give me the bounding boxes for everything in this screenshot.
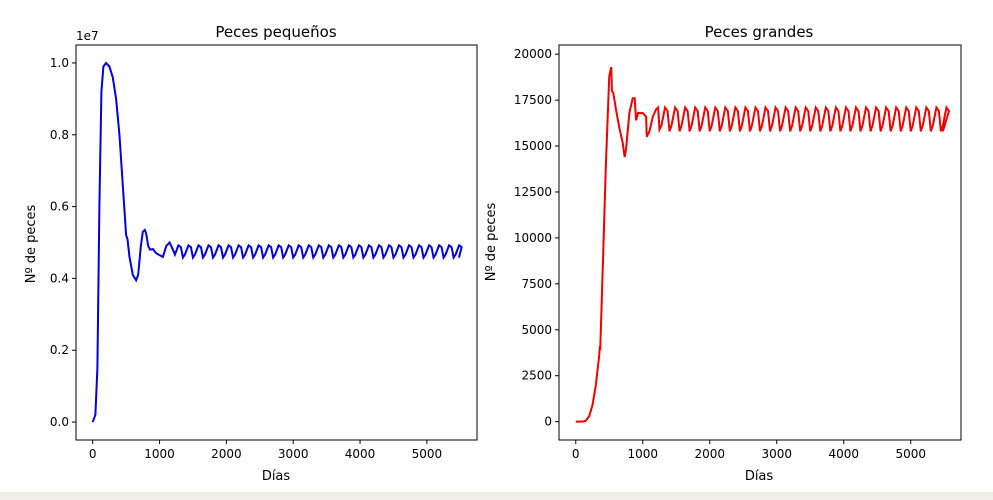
y-tick-label: 0.8: [50, 128, 69, 142]
chart-peces-grandes: Peces grandes Días Nº de peces 0 1000 2000…: [484, 23, 962, 484]
y-tick-label: 0.6: [50, 200, 69, 214]
chart-peces-pequenos: Peces pequeños 1e7 Días Nº de peces 0 100…: [24, 23, 478, 484]
x-tick-label: 4000: [345, 447, 376, 461]
y-axis-label: Nº de peces: [24, 205, 39, 284]
y-tick-label: 12500: [514, 185, 552, 199]
x-tick-label: 1000: [144, 447, 175, 461]
y-axis-label: Nº de peces: [484, 203, 499, 282]
y-tick-label: 0.4: [50, 271, 69, 285]
tick-group: 0 1000 2000 3000 4000 5000 0 2500 5000 7500 10000 1…: [514, 47, 926, 461]
y-tick-label: 0.0: [50, 415, 69, 429]
y-offset-text: 1e7: [76, 29, 99, 43]
x-tick-label: 3000: [761, 447, 792, 461]
y-tick-label: 0: [544, 415, 552, 429]
chart-title: Peces pequeños: [215, 23, 336, 41]
y-tick-label: 10000: [514, 231, 552, 245]
x-axis-label: Días: [745, 469, 774, 484]
y-tick-label: 1.0: [50, 56, 69, 70]
x-tick-label: 4000: [828, 447, 859, 461]
y-tick-label: 15000: [514, 139, 552, 153]
series-line: [91, 61, 463, 423]
chart-title: Peces grandes: [705, 23, 814, 41]
x-tick-label: 5000: [412, 447, 443, 461]
x-tick-label: 0: [572, 447, 580, 461]
tick-group: 0 1000 2000 3000 4000 5000 0.0 0.2 0.4 0.6 0.8 1.0: [50, 56, 442, 461]
y-tick-label: 7500: [521, 277, 552, 291]
series-line: [575, 66, 951, 423]
x-axis-label: Días: [262, 469, 291, 484]
y-tick-label: 5000: [521, 323, 552, 337]
x-tick-label: 5000: [895, 447, 926, 461]
plot-frame: [75, 44, 478, 441]
x-tick-label: 0: [89, 447, 97, 461]
y-tick-label: 0.2: [50, 343, 69, 357]
x-tick-label: 2000: [694, 447, 725, 461]
x-tick-label: 2000: [211, 447, 242, 461]
x-tick-label: 3000: [278, 447, 309, 461]
x-tick-label: 1000: [627, 447, 658, 461]
window-bottom-bar: [0, 492, 993, 500]
y-tick-label: 20000: [514, 47, 552, 61]
y-tick-label: 2500: [521, 369, 552, 383]
plot-frame: [558, 44, 962, 441]
y-tick-label: 17500: [514, 93, 552, 107]
